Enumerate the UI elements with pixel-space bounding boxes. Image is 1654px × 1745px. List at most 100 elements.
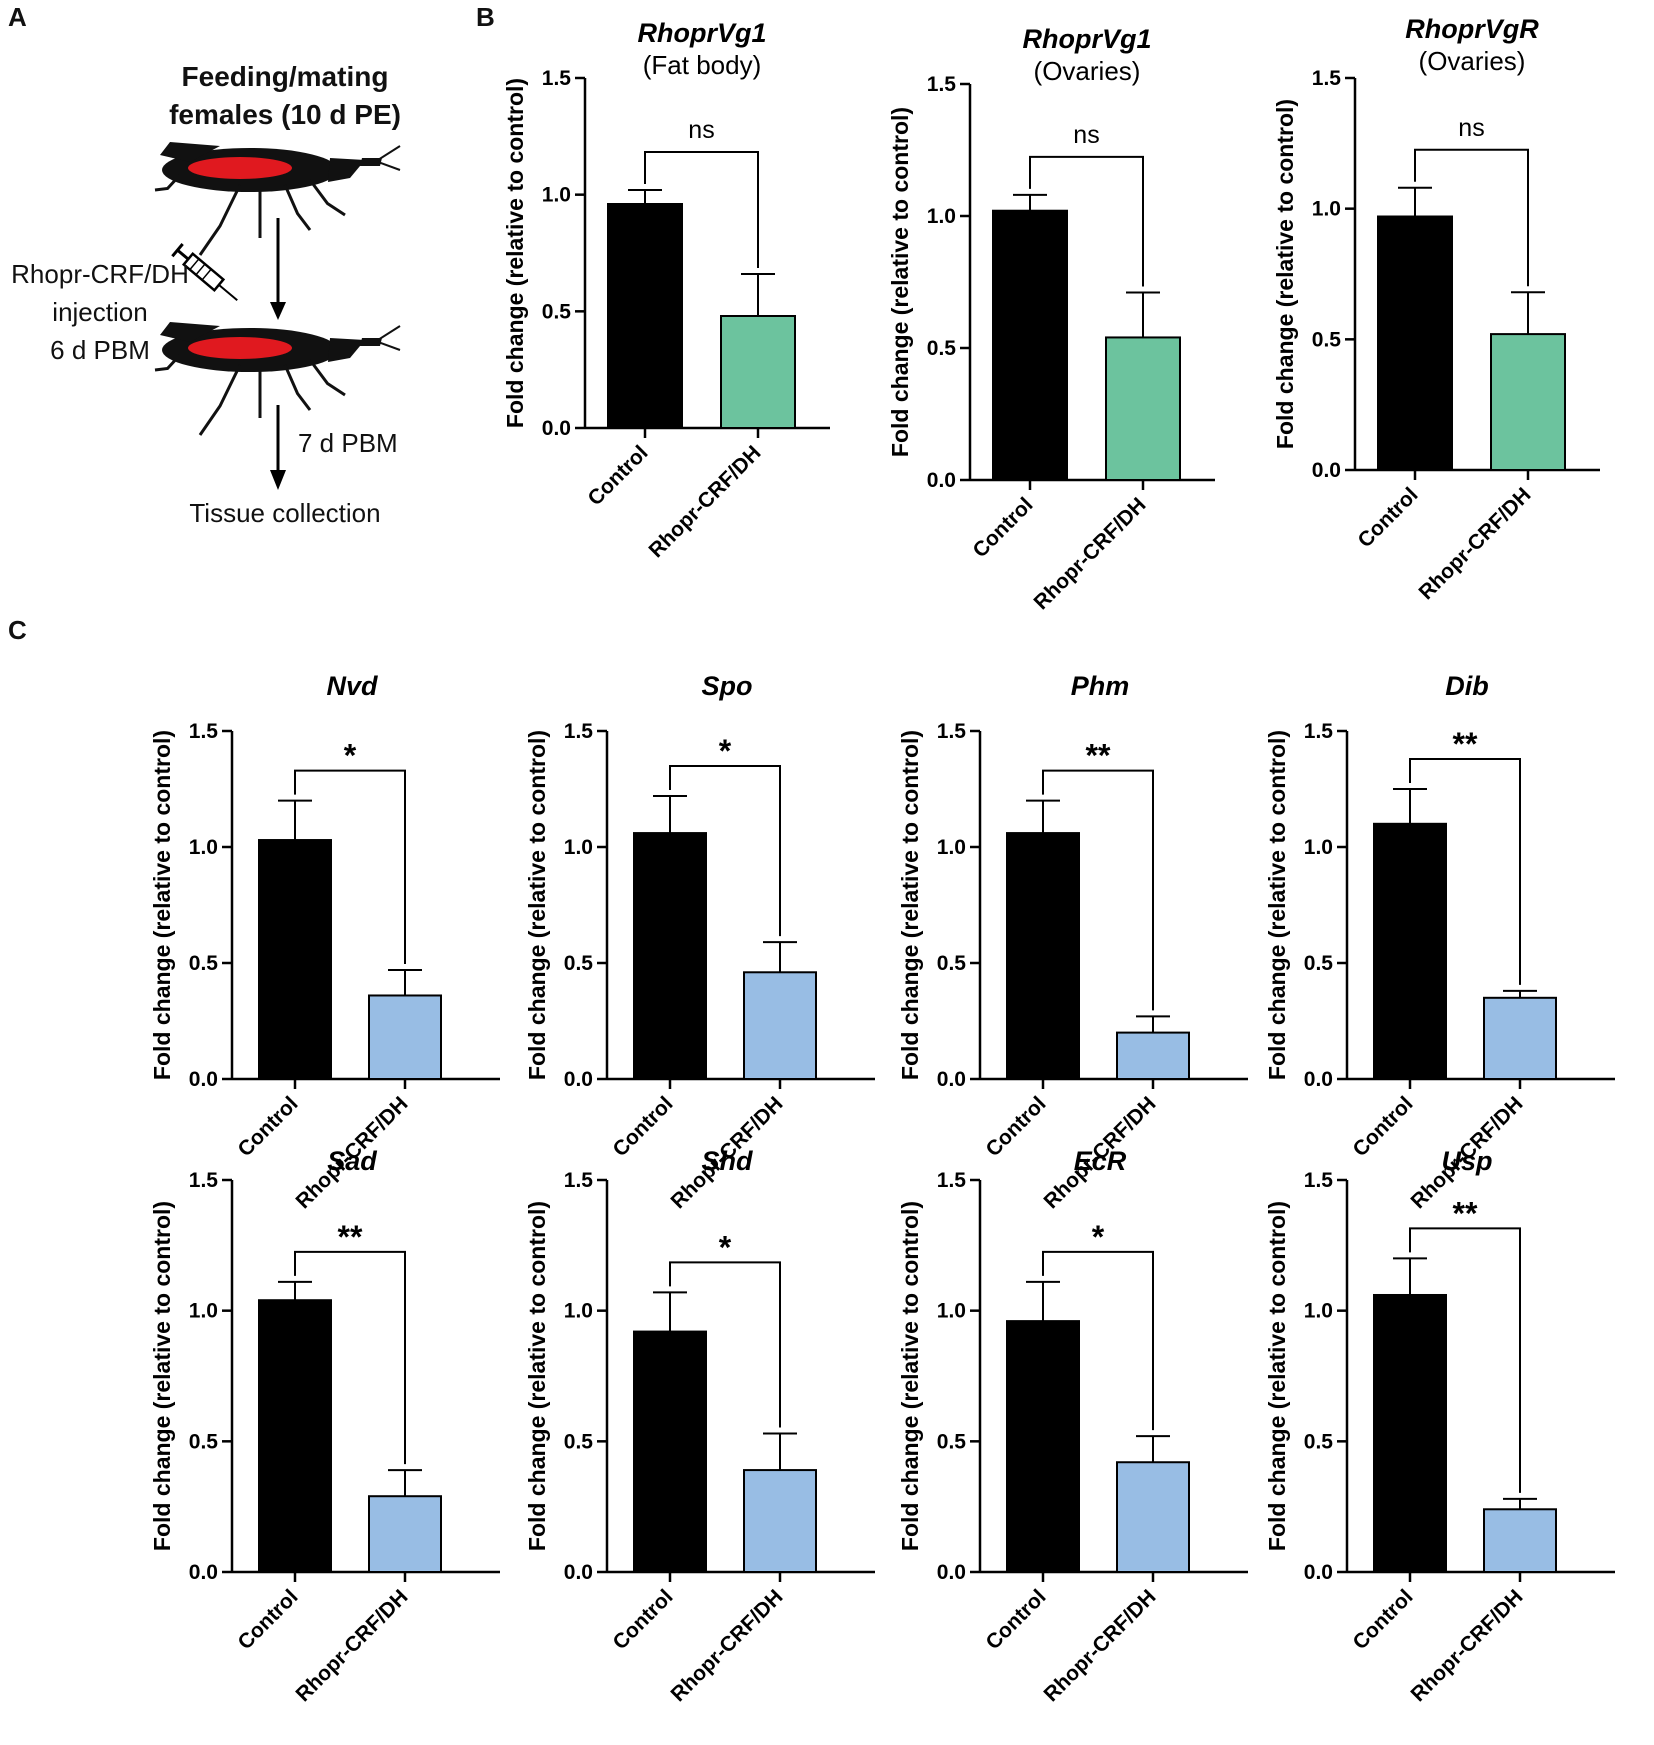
chart-title: Sad [327, 1146, 377, 1176]
panel-label-b: B [476, 2, 495, 32]
y-tick-label: 0.5 [1304, 1430, 1334, 1453]
y-tick-label: 1.0 [564, 836, 593, 859]
chart-title: Phm [1071, 671, 1130, 701]
significance-bracket [644, 151, 759, 268]
y-tick-label: 1.5 [189, 1169, 219, 1192]
chart-title: Dib [1445, 671, 1489, 701]
chart-nvd: Nvd 0.0 0.5 1.0 1.5 Fold change (relative to … [149, 671, 500, 1213]
significance-bracket [1042, 769, 1154, 1011]
significance-label: * [344, 738, 357, 774]
chart-title: RhoprVg1 [1022, 24, 1151, 54]
significance-label: ns [1073, 121, 1099, 149]
significance-bracket [294, 1250, 406, 1465]
y-axis-label: Fold change (relative to control) [1264, 730, 1290, 1080]
x-tick-label-control: Control [1348, 1585, 1417, 1654]
bar-rhopr-crf-dh [1483, 1508, 1557, 1573]
x-tick-label-rhopr-crf-dh: Rhopr-CRF/DH [1407, 1585, 1528, 1706]
syringe-icon [171, 243, 238, 302]
significance-label: ** [338, 1219, 363, 1255]
injection-line3: 6 d PBM [50, 335, 150, 365]
chart-sad: Sad 0.0 0.5 1.0 1.5 Fold change (relative to … [149, 1146, 500, 1706]
bar-control [1373, 822, 1447, 1080]
bar-control [1373, 1293, 1447, 1573]
significance-bracket [669, 764, 781, 937]
chart-subtitle: (Fat body) [643, 50, 762, 80]
y-tick-label: 0.0 [927, 469, 956, 492]
y-tick-label: 1.5 [564, 720, 594, 743]
y-axis-label: Fold change (relative to control) [897, 730, 923, 1080]
x-tick-label-control: Control [233, 1585, 302, 1654]
bar-rhopr-crf-dh [1105, 336, 1181, 481]
end-label: Tissue collection [189, 498, 381, 528]
y-tick-label: 1.0 [1304, 836, 1333, 859]
panel-label-c: C [8, 615, 27, 645]
chart-usp: Usp 0.0 0.5 1.0 1.5 Fold change (relative to … [1264, 1146, 1615, 1706]
bar-control [258, 1299, 332, 1573]
significance-bracket [1409, 758, 1521, 985]
y-tick-label: 0.0 [564, 1068, 593, 1091]
y-tick-label: 0.5 [937, 952, 967, 975]
y-tick-label: 1.0 [1304, 1300, 1333, 1323]
bar-rhopr-crf-dh [1116, 1461, 1190, 1573]
significance-label: ** [1453, 726, 1478, 762]
chart-subtitle: (Ovaries) [1034, 56, 1141, 86]
bar-control [633, 1330, 707, 1573]
x-tick-label-control: Control [968, 493, 1037, 562]
chart-title: Spo [702, 671, 753, 701]
x-tick-label-control: Control [981, 1585, 1050, 1654]
y-tick-label: 1.5 [927, 73, 957, 96]
scheme-title-line1: Feeding/mating [181, 61, 389, 92]
significance-bracket [1042, 1250, 1154, 1431]
y-tick-label: 0.0 [1304, 1561, 1333, 1584]
y-tick-label: 0.0 [1304, 1068, 1333, 1091]
significance-label: * [1092, 1219, 1105, 1255]
chart-spo: Spo 0.0 0.5 1.0 1.5 Fold change (relative to … [524, 671, 875, 1213]
y-tick-label: 0.5 [937, 1430, 967, 1453]
bar-control [1006, 1320, 1080, 1573]
y-tick-label: 1.0 [189, 836, 218, 859]
y-tick-label: 0.5 [564, 952, 594, 975]
y-tick-label: 0.0 [1312, 459, 1341, 482]
bar-rhopr-crf-dh [720, 315, 796, 429]
scheme-title-line2: females (10 d PE) [169, 99, 401, 130]
y-tick-label: 0.0 [189, 1068, 218, 1091]
y-tick-label: 0.5 [1304, 952, 1334, 975]
bar-rhopr-crf-dh [743, 1469, 817, 1573]
x-tick-label-control: Control [583, 441, 652, 510]
y-axis-label: Fold change (relative to control) [1272, 99, 1298, 449]
y-tick-label: 0.5 [189, 952, 219, 975]
significance-bracket [669, 1261, 781, 1428]
bar-control [633, 832, 707, 1080]
scheme-graphics [154, 142, 401, 490]
chart-rhoprvg1-ovaries: RhoprVg1(Ovaries) 0.0 0.5 1.0 1.5 Fold change… [887, 24, 1215, 614]
x-tick-label-rhopr-crf-dh: Rhopr-CRF/DH [667, 1585, 788, 1706]
y-tick-label: 1.0 [927, 205, 956, 228]
y-tick-label: 1.0 [937, 1300, 966, 1323]
y-axis-label: Fold change (relative to control) [887, 107, 913, 457]
significance-bracket [294, 769, 406, 964]
bar-rhopr-crf-dh [368, 1495, 442, 1574]
significance-label: ** [1453, 1195, 1478, 1231]
arrow-2-head [270, 470, 286, 490]
y-tick-label: 1.5 [1304, 1169, 1334, 1192]
y-tick-label: 1.5 [1304, 720, 1334, 743]
y-axis-label: Fold change (relative to control) [149, 730, 175, 1080]
y-tick-label: 0.0 [564, 1561, 593, 1584]
x-tick-label-rhopr-crf-dh: Rhopr-CRF/DH [292, 1585, 413, 1706]
bar-rhopr-crf-dh [1116, 1031, 1190, 1081]
bar-control [1006, 832, 1080, 1080]
chart-dib: Dib 0.0 0.5 1.0 1.5 Fold change (relative to … [1264, 671, 1615, 1213]
chart-title: EcR [1074, 1146, 1127, 1176]
panel-label-a: A [8, 2, 27, 32]
y-tick-label: 0.5 [189, 1430, 219, 1453]
wait-label: 7 d PBM [298, 428, 398, 458]
significance-label: ns [688, 116, 714, 144]
chart-subtitle: (Ovaries) [1419, 46, 1526, 76]
injection-line1: Rhopr-CRF/DH [11, 259, 189, 289]
x-tick-label-rhopr-crf-dh: Rhopr-CRF/DH [1030, 493, 1151, 614]
significance-bracket [1029, 155, 1144, 287]
significance-label: * [719, 1229, 732, 1265]
y-tick-label: 1.5 [937, 720, 967, 743]
bar-control [1377, 215, 1453, 471]
significance-bracket [1409, 1227, 1521, 1493]
